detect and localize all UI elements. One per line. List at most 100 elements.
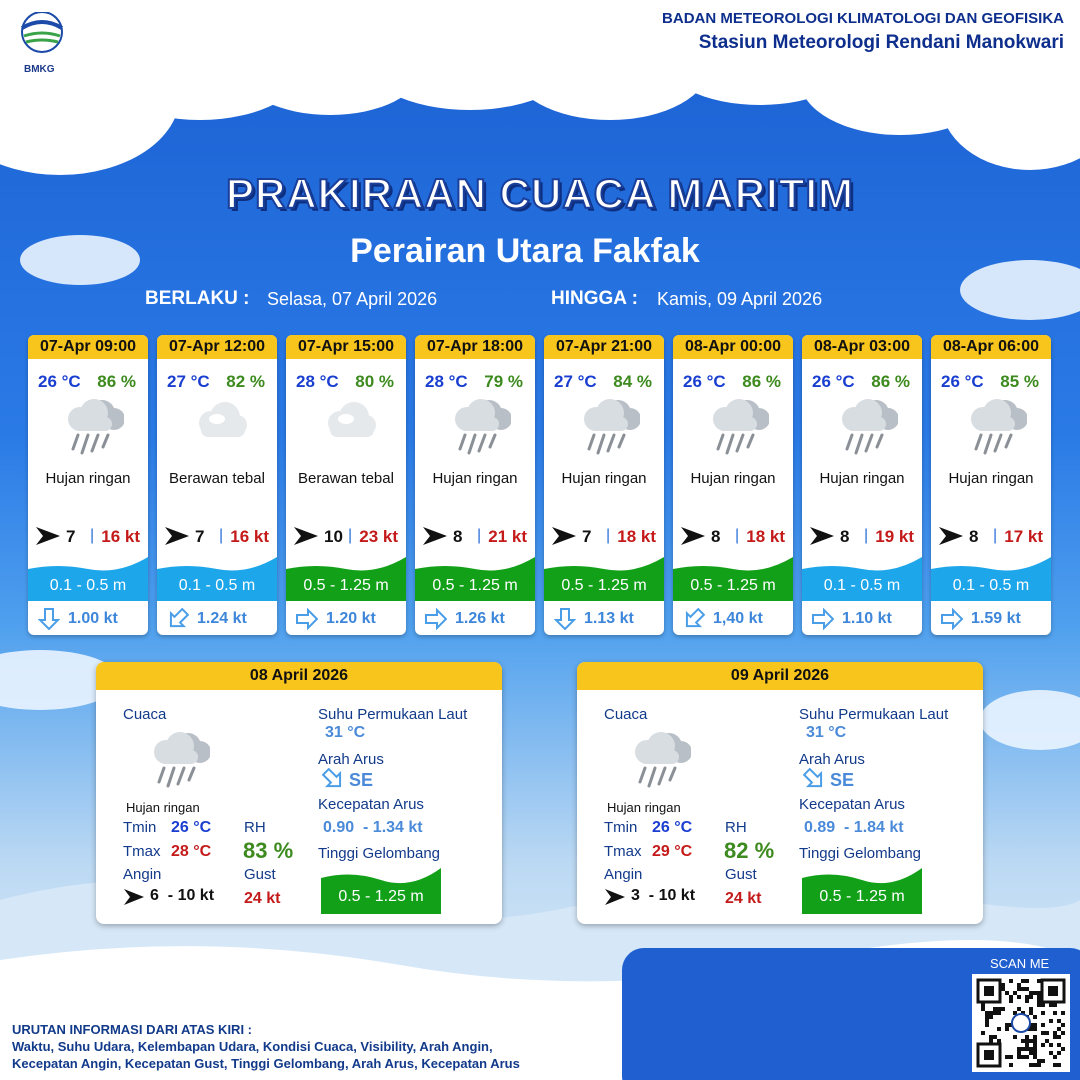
wind-speed: 7: [195, 527, 205, 546]
weather-icon: [703, 393, 770, 462]
wind-arrow-svg: [810, 527, 834, 545]
card-time: 07-Apr 18:00: [415, 335, 535, 359]
card-time: 07-Apr 09:00: [28, 335, 148, 359]
daily-date: 09 April 2026: [577, 662, 983, 690]
wind-arrow-svg: [423, 527, 447, 545]
wave-height: 0.1 - 0.5 m: [823, 577, 901, 594]
note-line: Waktu, Suhu Udara, Kelembapan Udara, Kon…: [12, 1039, 493, 1054]
wind-arrow: [552, 527, 578, 552]
separator: |: [993, 527, 998, 544]
humidity: 80 %: [355, 372, 394, 391]
wind-speed: 10: [324, 527, 343, 546]
humidity: 86 %: [742, 372, 781, 391]
wave-band-svg: [931, 557, 1051, 601]
station-name: Stasiun Meteorologi Rendani Manokwari: [698, 32, 1064, 53]
sst-label: Suhu Permukaan Laut: [318, 706, 468, 723]
wave-height: 0.1 - 0.5 m: [952, 577, 1030, 594]
current-arrow: [683, 607, 706, 635]
current-arrow-svg: [37, 608, 61, 631]
weather-icon-svg: [584, 399, 641, 455]
current-arrow: [37, 608, 61, 635]
wind-arrow-svg: [605, 889, 625, 905]
wave-band: [415, 549, 535, 606]
tmax: 29 °C: [652, 843, 693, 860]
wave-height: 0.5 - 1.25 m: [561, 577, 647, 594]
temperature: 28 °C: [425, 372, 468, 391]
current-speed-label: Kecepatan Arus: [799, 796, 905, 813]
current-dir: SE: [349, 770, 374, 790]
wave-label: Tinggi Gelombang: [799, 845, 922, 862]
wind-speed: 8: [969, 527, 979, 546]
weather: Hujan ringan: [607, 800, 681, 815]
gust: 16 kt: [230, 527, 269, 546]
weather-icon-svg: [68, 399, 125, 455]
wind-arrow: [124, 889, 148, 912]
wave-band: [673, 549, 793, 606]
weather-icon: [187, 393, 253, 462]
daily-panel: 09 April 2026 Cuaca Hujan ringan Tmin 26 °C T…: [577, 662, 983, 924]
current-speed: 0.90 - 1.34 kt: [323, 819, 423, 836]
tmax: 28 °C: [171, 843, 212, 860]
wave-band: [931, 549, 1051, 606]
wave-height: 0.5 - 1.25 m: [338, 888, 424, 905]
weather-icon: [961, 393, 1028, 462]
current-arrow-svg: [941, 607, 964, 631]
current-dir: SE: [830, 770, 855, 790]
weather-label: Cuaca: [604, 706, 648, 723]
current-speed: 1.59 kt: [971, 610, 1021, 627]
wave-band-svg: [673, 557, 793, 601]
forecast-card: 08-Apr 03:00 26 °C 86 % Hujan ringan 8 | 19 kt…: [802, 335, 922, 635]
humidity: 85 %: [1000, 372, 1039, 391]
weather-icon: [832, 393, 899, 462]
weather: Hujan ringan: [690, 470, 776, 487]
note-title: URUTAN INFORMASI DARI ATAS KIRI :: [12, 1022, 252, 1037]
current-arrow: [802, 767, 825, 795]
valid-from-label: BERLAKU :: [145, 288, 250, 309]
weather: Hujan ringan: [948, 470, 1034, 487]
wave-band-svg: [286, 557, 406, 601]
tmin: 26 °C: [652, 819, 693, 836]
subtitle: Perairan Utara Fakfak: [350, 232, 700, 270]
wind-speed: 7: [66, 527, 76, 546]
tmin-label: Tmin: [123, 819, 157, 836]
wind-arrow: [36, 527, 62, 552]
wave-band: [157, 549, 277, 606]
weather-icon-svg: [713, 399, 770, 455]
weather: Hujan ringan: [432, 470, 518, 487]
wave-band: [286, 549, 406, 606]
current-arrow-svg: [553, 608, 577, 631]
wind-arrow-svg: [165, 527, 189, 545]
card-time: 08-Apr 00:00: [673, 335, 793, 359]
weather: Berawan tebal: [169, 470, 265, 487]
wind-speed: 8: [711, 527, 721, 546]
gust-label: Gust: [725, 866, 757, 883]
wind-arrow: [681, 527, 707, 552]
forecast-card: 08-Apr 00:00 26 °C 86 % Hujan ringan 8 | 18 kt…: [673, 335, 793, 635]
wind-speed: 8: [453, 527, 463, 546]
current-arrow: [553, 608, 577, 635]
qr-code-svg: [972, 974, 1070, 1072]
weather-icon-svg: [154, 732, 211, 788]
current-arrow: [167, 607, 190, 635]
weather-label: Cuaca: [123, 706, 167, 723]
current-speed: 1.10 kt: [842, 610, 892, 627]
weather-icon-svg: [328, 402, 376, 437]
gust: 23 kt: [359, 527, 398, 546]
wind-arrow-svg: [124, 889, 144, 905]
weather-icon-svg: [199, 402, 247, 437]
qr-code: [972, 974, 1070, 1077]
bmkg-logo: [16, 11, 68, 61]
current-arrow-svg: [321, 767, 342, 788]
current-arrow: [296, 607, 319, 635]
wave-band-svg: [802, 557, 922, 601]
sst: 31 °C: [325, 724, 366, 741]
wave-band-svg: [415, 557, 535, 601]
current-arrow: [425, 607, 448, 635]
current-speed: 1.24 kt: [197, 610, 247, 627]
weather-icon: [58, 393, 125, 462]
current-dir-label: Arah Arus: [799, 751, 865, 768]
wave-band: [802, 549, 922, 606]
rh: 83 %: [243, 838, 294, 863]
current-arrow-svg: [812, 607, 835, 631]
